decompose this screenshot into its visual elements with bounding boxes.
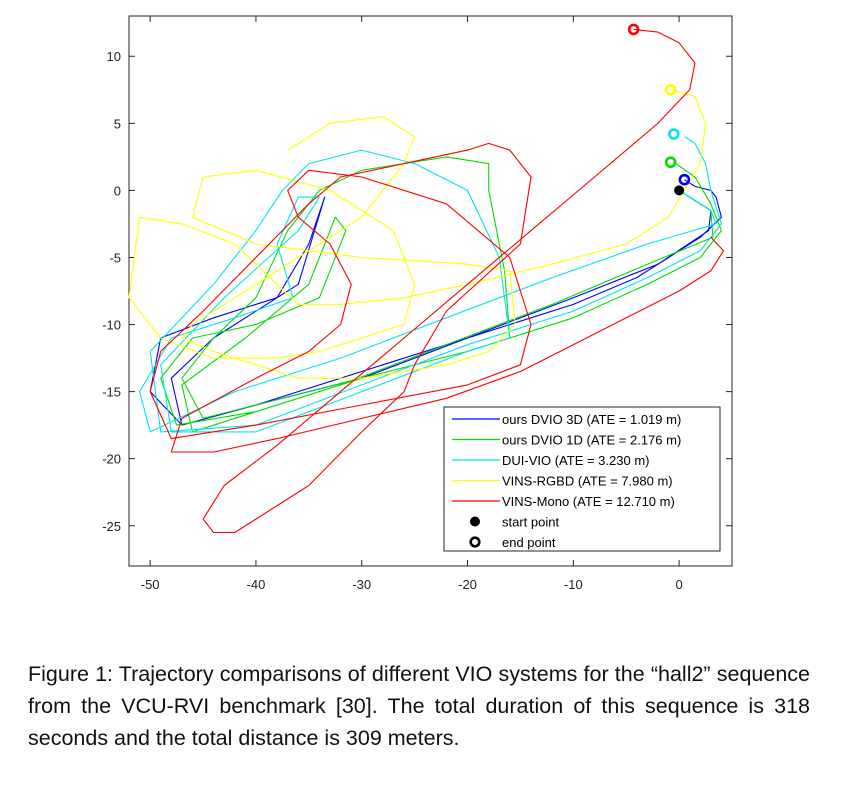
series-layer (128, 28, 725, 534)
start-point-marker (674, 185, 685, 196)
legend-entry: VINS-Mono (ATE = 12.710 m) (502, 494, 675, 509)
legend-start-marker (470, 516, 480, 527)
x-tick-label: 0 (675, 577, 682, 592)
y-tick-label: 5 (114, 116, 121, 131)
legend-entry: DUI-VIO (ATE = 3.230 m) (502, 453, 650, 468)
y-tick-label: 0 (114, 183, 121, 198)
trajectory-chart: -50 -40 -30 -20 -10 0 10 5 0 -5 -10 -15 -20 -25 ours … (102, 15, 733, 592)
y-tick-label: -5 (109, 250, 121, 265)
figure-caption: Figure 1: Trajectory comparisons of diff… (28, 662, 810, 750)
series-line-0 (149, 179, 722, 426)
end-point-marker (664, 156, 677, 169)
y-tick-label: 10 (107, 49, 121, 64)
end-point-marker (668, 128, 680, 140)
legend-entry: start point (502, 515, 559, 530)
series-line-3 (128, 89, 707, 379)
legend-entry: ours DVIO 3D (ATE = 1.019 m) (502, 412, 681, 427)
x-tick-label: -20 (458, 577, 477, 592)
legend-end-marker (469, 536, 481, 548)
y-tick-label: -15 (102, 385, 121, 400)
y-tick-label: -25 (102, 519, 121, 534)
y-tick-label: -20 (102, 452, 121, 467)
series-line-4 (149, 28, 725, 534)
x-tick-label: -10 (564, 577, 583, 592)
legend: ours DVIO 3D (ATE = 1.019 m) ours DVIO 1D… (443, 406, 721, 552)
legend-entry: ours DVIO 1D (ATE = 2.176 m) (502, 433, 681, 448)
trajectory-figure: -50 -40 -30 -20 -10 0 10 5 0 -5 -10 -15 -20 -25 ours … (102, 15, 733, 592)
ticks-layer: -50 -40 -30 -20 -10 0 10 5 0 -5 -10 -15 -20 -25 (102, 16, 732, 592)
x-tick-label: -30 (352, 577, 371, 592)
end-point-marker (664, 83, 677, 96)
x-tick-label: -50 (141, 577, 160, 592)
legend-box (443, 406, 721, 552)
end-point-marker (678, 173, 691, 186)
y-tick-label: -10 (102, 318, 121, 333)
legend-entry: end point (502, 535, 556, 550)
markers-layer (627, 23, 691, 196)
legend-entry: VINS-RGBD (ATE = 7.980 m) (502, 474, 673, 489)
x-tick-label: -40 (247, 577, 266, 592)
end-point-marker (627, 23, 640, 36)
